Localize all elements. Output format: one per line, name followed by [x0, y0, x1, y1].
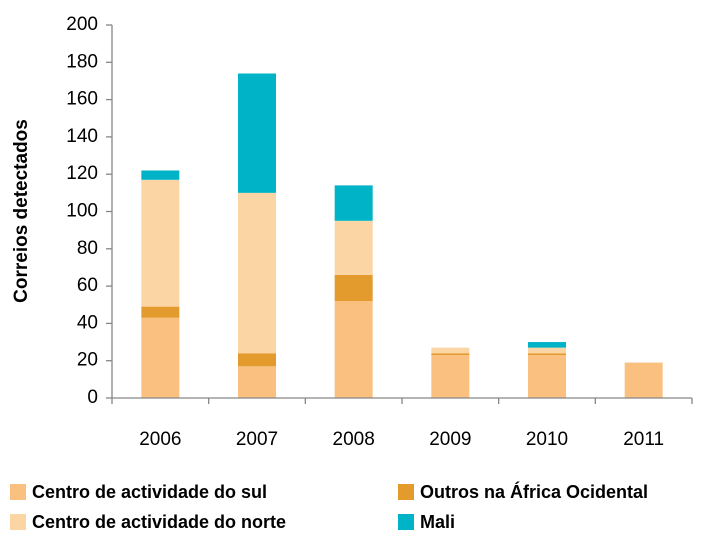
- y-tick-label: 180: [66, 51, 98, 72]
- bar-segment: [334, 185, 373, 221]
- y-tick-label: 20: [77, 350, 98, 371]
- x-tick-label: 2008: [333, 429, 375, 450]
- bar-segment: [431, 355, 470, 398]
- x-tick-label: 2010: [526, 429, 568, 450]
- y-tick-label: 0: [87, 387, 98, 408]
- legend-label: Centro de actividade do sul: [32, 482, 267, 502]
- x-tick-label: 2006: [139, 429, 181, 450]
- x-tick-label: 2011: [623, 429, 664, 450]
- legend-label: Centro de actividade do norte: [32, 512, 286, 532]
- bar-segment: [528, 342, 566, 348]
- bar-segment: [141, 170, 180, 180]
- bar-segment: [528, 355, 566, 398]
- x-tick-label: 2009: [429, 429, 471, 450]
- bar-segment: [141, 306, 180, 318]
- bar-segment: [238, 353, 276, 367]
- y-tick-label: 100: [66, 201, 98, 222]
- x-tick-label: 2007: [236, 429, 278, 450]
- y-tick-label: 40: [77, 312, 98, 333]
- legend-swatch: [398, 514, 414, 530]
- legend-swatch: [10, 484, 26, 500]
- y-tick-label: 140: [66, 126, 98, 147]
- y-tick-label: 200: [66, 14, 98, 35]
- y-tick-label: 60: [77, 275, 98, 296]
- y-axis-label: Correios detectados: [11, 119, 32, 303]
- bar-segment: [238, 73, 276, 193]
- bar-segment: [334, 301, 373, 398]
- bar-segment: [334, 220, 373, 275]
- y-tick-label: 80: [77, 238, 98, 259]
- y-tick-label: 160: [66, 89, 98, 110]
- bar-segment: [431, 347, 470, 354]
- bar-segment: [431, 353, 470, 356]
- bar-segment: [141, 179, 180, 307]
- legend-swatch: [10, 514, 26, 530]
- bar-segment: [624, 362, 663, 398]
- bar-segment: [334, 274, 373, 302]
- legend-swatch: [398, 484, 414, 500]
- bar-segment: [528, 353, 566, 356]
- legend-label: Mali: [420, 512, 455, 532]
- bar-segment: [238, 192, 276, 354]
- bar-segment: [528, 347, 566, 354]
- y-tick-label: 120: [66, 163, 98, 184]
- legend-label: Outros na África Ocidental: [420, 481, 648, 502]
- bar-segment: [238, 366, 276, 398]
- bar-segment: [141, 317, 180, 398]
